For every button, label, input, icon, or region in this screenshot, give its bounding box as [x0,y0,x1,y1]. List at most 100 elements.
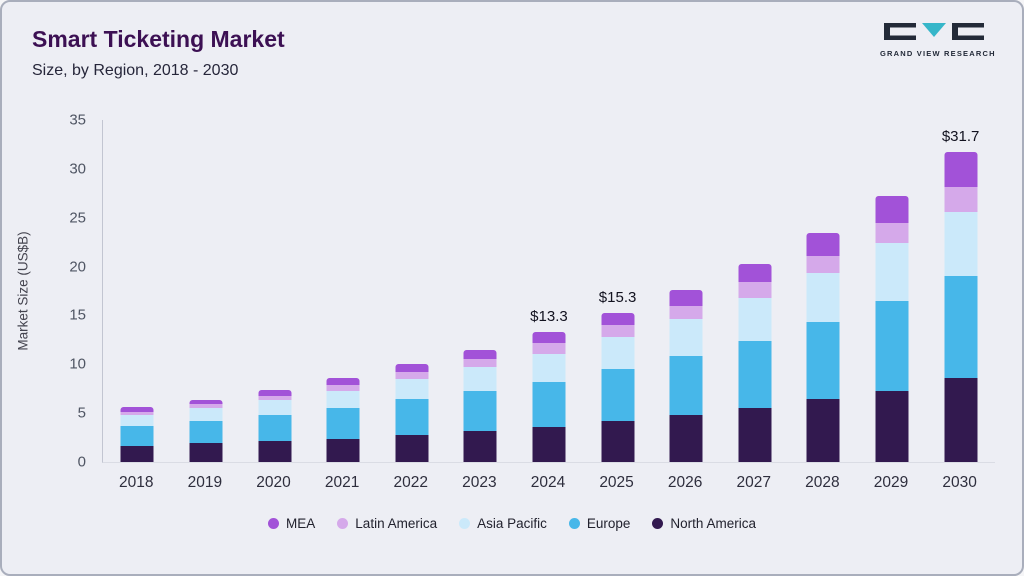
x-tick-label: 2030 [942,474,977,491]
bar-segment-north-america [669,415,703,462]
legend-swatch-icon [652,518,664,529]
bar-column-2023 [448,120,512,462]
bar-column-2028 [791,120,855,462]
bar-segment-north-america [463,430,497,462]
bar-segment-latin-america [601,325,635,337]
y-axis-title: Market Size (US$B) [15,231,31,351]
legend: MEA Latin America Asia Pacific Europe North … [2,516,1022,531]
bar-segment-north-america [806,399,840,462]
bar-segment-north-america [258,441,292,462]
bar-column-2022 [380,120,444,462]
bar-segment-north-america [875,390,909,462]
x-tick-label: 2022 [393,474,428,491]
bar-segment-latin-america [258,395,292,401]
legend-item-north-america: North America [652,516,756,531]
bar-stack [669,120,703,462]
bar-column-2027 [723,120,787,462]
bar-series-container: $13.3 $15.3 $31.7 [103,120,995,462]
legend-swatch-icon [337,518,349,529]
legend-label: Europe [586,516,631,531]
bar-column-2018 [105,120,169,462]
bar-column-2025: $15.3 [586,120,650,462]
bar-segment-asia-pacific [395,378,429,400]
bar-column-2030: $31.7 [929,120,993,462]
bar-segment-latin-america [944,187,978,212]
bar-stack [875,120,909,462]
bar-segment-mea [189,399,223,405]
bar-segment-latin-america [326,384,360,391]
bar-segment-north-america [326,438,360,462]
bar-stack [738,120,772,462]
bar-total-label: $13.3 [530,308,568,326]
bar-segment-europe [326,408,360,439]
bar-segment-asia-pacific [463,367,497,391]
bar-segment-europe [258,415,292,442]
bar-stack [532,120,566,462]
bar-segment-north-america [532,426,566,462]
x-axis-labels: 2018 2019 2020 2021 2022 2023 2024 2025 2026 2027… [102,474,994,492]
plot-area: $13.3 $15.3 $31.7 [102,120,995,463]
bar-segment-mea [669,290,703,306]
gvr-logo-icon [884,23,984,40]
legend-item-europe: Europe [568,516,631,531]
legend-label: Asia Pacific [477,516,547,531]
x-tick-label: 2023 [462,474,497,491]
brand-logo-text: GRAND VIEW RESEARCH [880,49,996,58]
y-axis-ticks: 0 5 10 15 20 25 30 35 [48,112,94,471]
bar-segment-mea [875,196,909,223]
legend-item-mea: MEA [268,516,315,531]
y-axis-title-wrap: Market Size (US$B) [10,120,36,462]
bar-segment-mea [806,233,840,256]
bar-segment-europe [875,300,909,391]
bar-stack [806,120,840,462]
bar-total-label: $15.3 [598,288,637,306]
bar-segment-mea [738,263,772,283]
bar-stack [601,120,635,462]
bar-stack [944,120,978,462]
bar-stack [463,120,497,462]
bar-segment-europe [120,425,154,447]
bar-segment-asia-pacific [120,415,154,426]
bar-stack [326,120,360,462]
bar-segment-north-america [189,443,223,462]
legend-label: MEA [286,516,316,531]
bar-segment-asia-pacific [258,400,292,416]
bar-segment-latin-america [120,411,154,416]
legend-label: North America [670,516,756,531]
bar-segment-asia-pacific [738,297,772,341]
bar-segment-asia-pacific [669,319,703,357]
bar-segment-asia-pacific [326,390,360,409]
legend-label: Latin America [355,516,438,531]
bar-segment-asia-pacific [944,211,978,277]
bar-segment-latin-america [395,372,429,379]
x-tick-label: 2026 [667,474,703,491]
y-tick-label: 15 [69,306,86,324]
bar-segment-latin-america [806,255,840,274]
bar-segment-europe [463,390,497,431]
y-tick-label: 0 [77,453,86,471]
bar-segment-north-america [738,408,772,462]
legend-item-asia-pacific: Asia Pacific [459,516,547,531]
bar-column-2019 [174,120,238,462]
bar-column-2024: $13.3 [517,120,581,462]
x-tick-label: 2019 [187,474,223,491]
bar-segment-europe [669,356,703,416]
bar-segment-mea [601,312,635,326]
bar-stack [120,120,154,462]
x-tick-label: 2021 [324,474,360,491]
bar-segment-asia-pacific [806,273,840,323]
y-tick-label: 10 [69,355,86,373]
bar-segment-mea [944,152,978,188]
legend-item-latin-america: Latin America [337,516,437,531]
y-tick-label: 20 [69,258,86,276]
bar-segment-latin-america [875,222,909,244]
bar-segment-latin-america [738,282,772,298]
bar-segment-europe [395,399,429,435]
brand-logo: GRAND VIEW RESEARCH [880,22,996,58]
legend-swatch-icon [568,518,580,529]
bar-segment-latin-america [189,404,223,409]
bar-segment-asia-pacific [601,336,635,370]
chart-title: Smart Ticketing Market [32,26,285,52]
legend-swatch-icon [459,518,471,529]
